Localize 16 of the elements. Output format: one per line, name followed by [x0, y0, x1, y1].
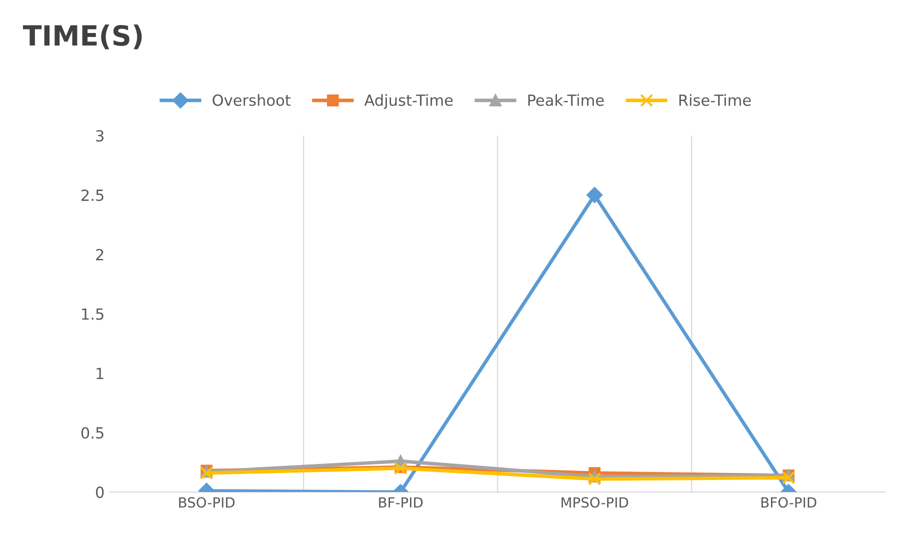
y-tick-label: 2.5 [82, 189, 104, 202]
x-tick-label: BF-PID [379, 497, 423, 508]
y-tick-label: 3 [96, 130, 104, 142]
legend-label: Peak-Time [528, 94, 604, 106]
legend-label: Overshoot [212, 94, 291, 106]
y-tick-label: 0.5 [81, 427, 104, 439]
y-tick-label: 1.5 [82, 308, 104, 320]
y-tick-label: 2 [96, 248, 104, 260]
x-tick-label: BFO-PID [761, 497, 816, 508]
y-tick-label: 0 [96, 486, 104, 498]
y-tick-label: 1 [96, 368, 104, 380]
chart-title: TIME(S) [22, 24, 142, 50]
x-tick-label: BSO-PID [179, 497, 235, 508]
x-tick-label: MPSO-PID [562, 497, 628, 508]
legend-label: Rise-Time [679, 94, 751, 106]
legend-label: Adjust-Time [364, 94, 453, 109]
